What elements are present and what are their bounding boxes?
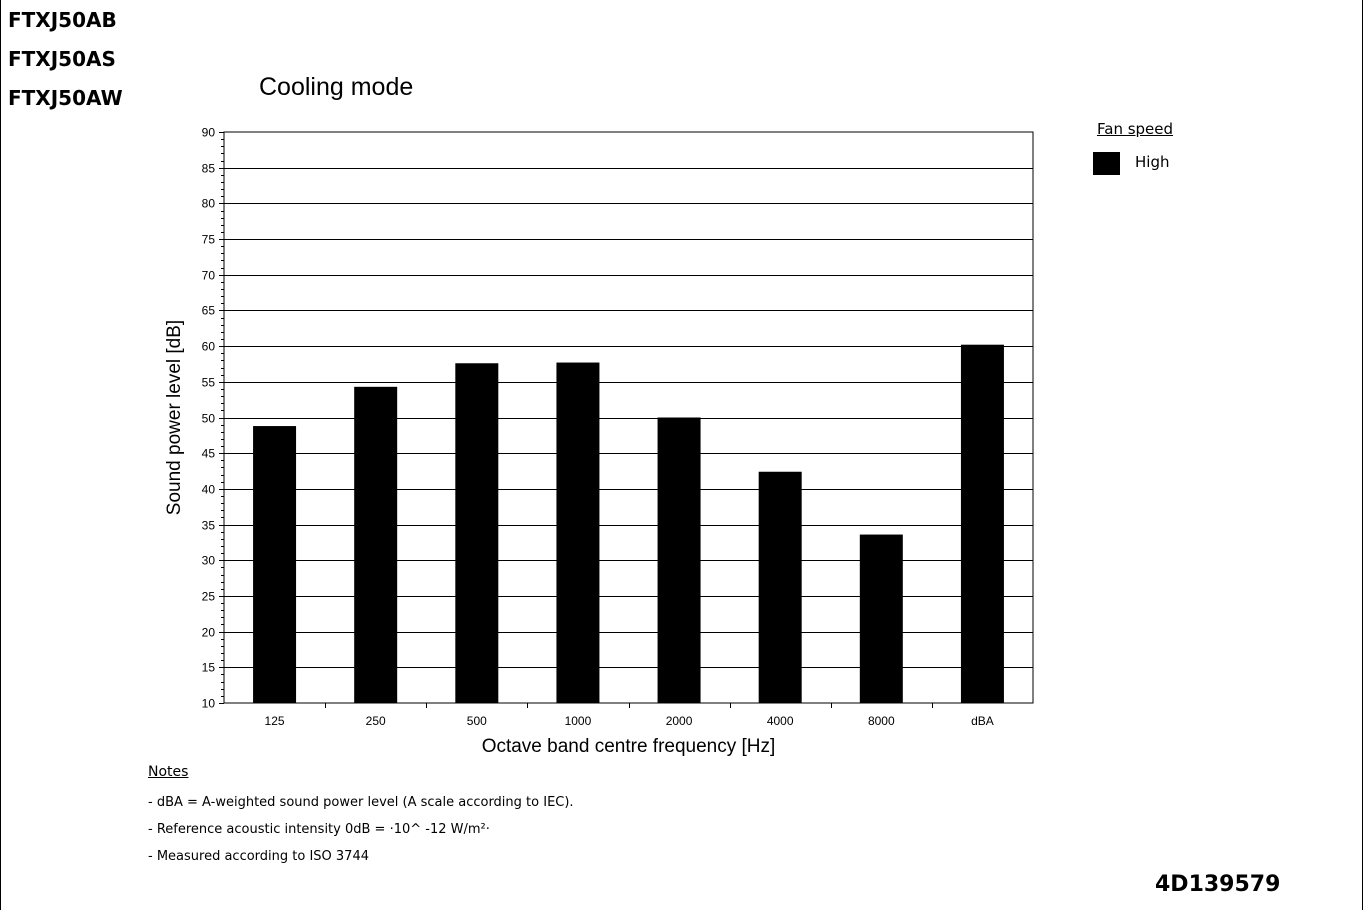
x-tick-label: 1000 <box>565 714 592 728</box>
chart-title: Cooling mode <box>259 73 414 101</box>
bar <box>556 362 600 703</box>
note-line: - Measured according to ISO 3744 <box>148 849 369 864</box>
y-tick-label: 65 <box>202 304 216 318</box>
y-tick-label: 15 <box>202 661 216 675</box>
x-tick-label: 250 <box>366 714 386 728</box>
x-tick-label: 125 <box>265 714 285 728</box>
y-tick-label: 70 <box>202 269 216 283</box>
bar <box>859 534 903 703</box>
x-tick-label: 500 <box>467 714 487 728</box>
x-tick-label: 2000 <box>666 714 693 728</box>
note-line: - dBA = A-weighted sound power level (A … <box>148 795 574 810</box>
x-axis-title: Octave band centre frequency [Hz] <box>482 736 776 757</box>
legend-title: Fan speed <box>1097 120 1174 138</box>
plot-area <box>223 131 1034 704</box>
bar <box>758 471 802 703</box>
y-tick-label: 50 <box>202 412 216 426</box>
y-tick-label: 90 <box>202 126 216 140</box>
legend-label: High <box>1135 153 1170 171</box>
bar <box>657 417 701 703</box>
bar <box>455 363 499 703</box>
bar <box>354 386 398 703</box>
y-axis-title: Sound power level [dB] <box>164 320 185 515</box>
model-name: FTXJ50AS <box>8 47 116 71</box>
x-tick-label: 8000 <box>868 714 895 728</box>
bar <box>960 344 1004 703</box>
y-tick-label: 45 <box>202 447 216 461</box>
document-code: 4D139579 <box>1155 872 1281 897</box>
y-tick-label: 85 <box>202 162 216 176</box>
y-tick-label: 75 <box>202 233 216 247</box>
legend-swatch <box>1093 152 1120 175</box>
y-tick-label: 60 <box>202 340 216 354</box>
y-tick-label: 35 <box>202 519 216 533</box>
y-tick-label: 20 <box>202 626 216 640</box>
y-tick-label: 55 <box>202 376 216 390</box>
y-tick-label: 30 <box>202 554 216 568</box>
note-line: - Reference acoustic intensity 0dB = ·10… <box>148 822 490 837</box>
y-tick-label: 10 <box>202 697 216 711</box>
y-tick-label: 40 <box>202 483 216 497</box>
bar <box>253 426 297 703</box>
x-tick-label: dBA <box>971 714 994 728</box>
model-name: FTXJ50AB <box>8 8 117 32</box>
x-tick-label: 4000 <box>767 714 794 728</box>
model-name: FTXJ50AW <box>8 86 123 110</box>
y-tick-label: 80 <box>202 197 216 211</box>
y-tick-label: 25 <box>202 590 216 604</box>
notes-title: Notes <box>148 764 189 780</box>
